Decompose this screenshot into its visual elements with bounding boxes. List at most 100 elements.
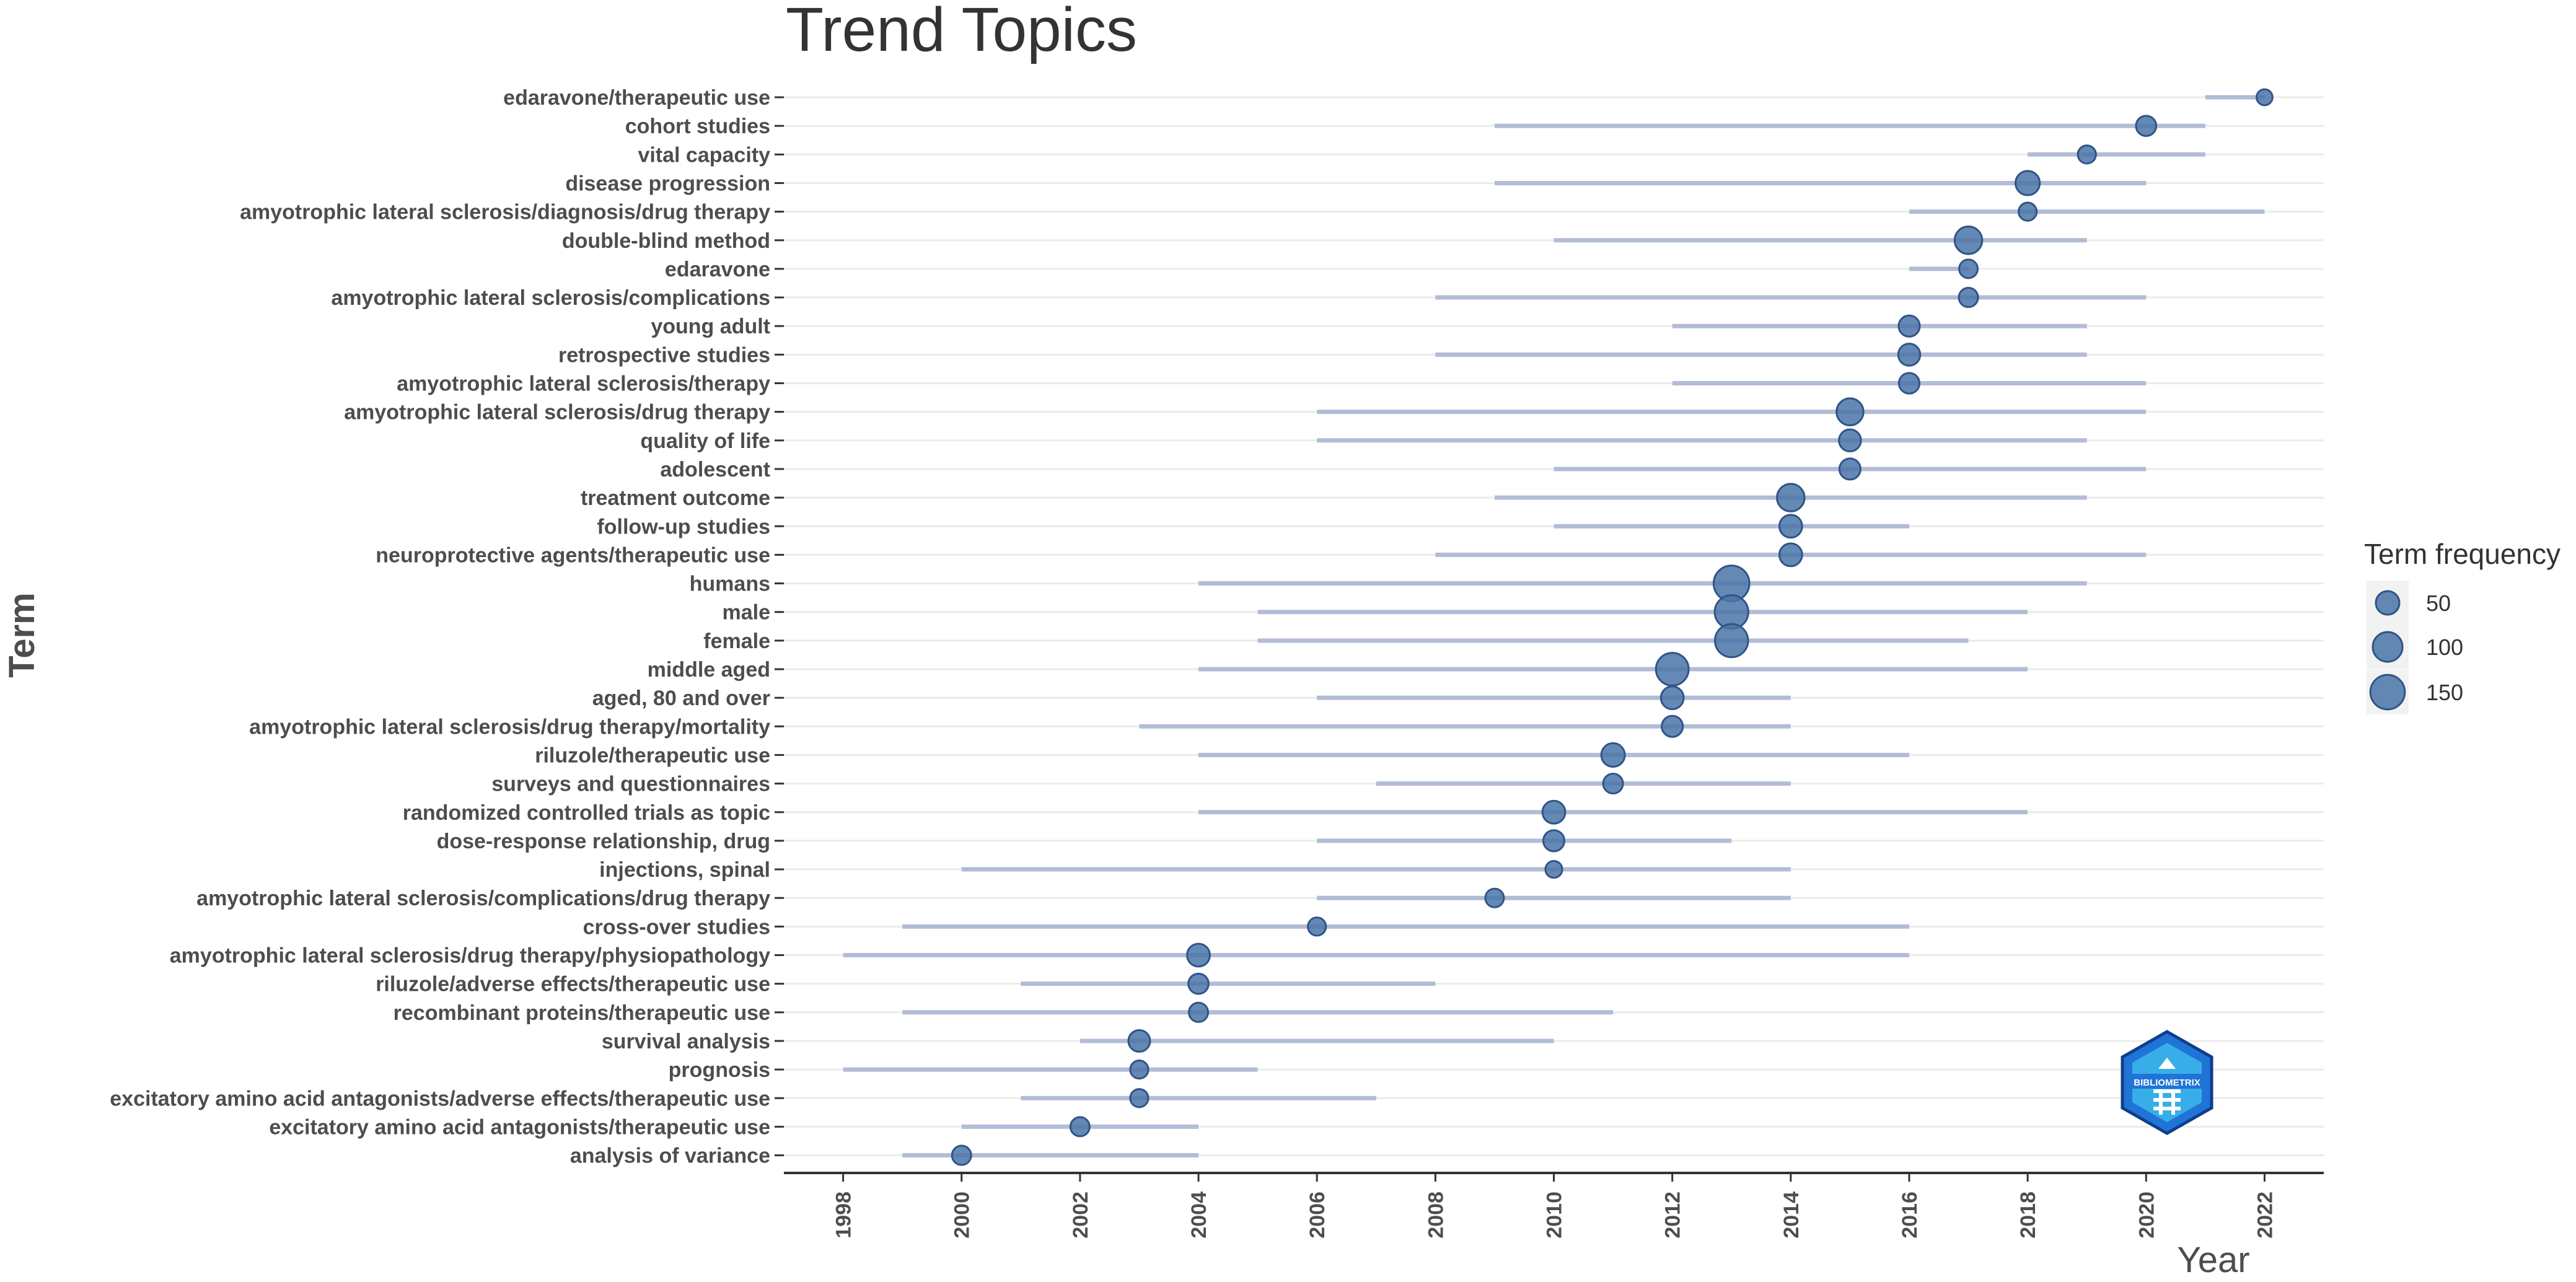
term-point bbox=[1897, 314, 1921, 338]
x-tick-label: 2018 bbox=[2016, 1192, 2040, 1239]
term-label: recombinant proteins/therapeutic use bbox=[393, 1001, 770, 1025]
legend-title: Term frequency bbox=[2364, 538, 2561, 570]
term-point bbox=[1307, 916, 1327, 937]
term-label: amyotrophic lateral sclerosis/diagnosis/… bbox=[240, 201, 770, 224]
legend-label: 50 bbox=[2426, 591, 2451, 616]
term-label: amyotrophic lateral sclerosis/drug thera… bbox=[344, 401, 770, 424]
term-point bbox=[2018, 201, 2038, 222]
term-point bbox=[1188, 1001, 1210, 1023]
term-label: adolescent bbox=[660, 458, 770, 481]
term-point bbox=[1835, 397, 1865, 426]
term-point bbox=[951, 1144, 972, 1166]
term-point bbox=[1544, 859, 1563, 879]
bibliometrix-logo-icon: BIBLIOMETRIX bbox=[2121, 1030, 2213, 1135]
x-tick-label: 2012 bbox=[1661, 1192, 1685, 1239]
term-point bbox=[1187, 972, 1210, 995]
term-label: amyotrophic lateral sclerosis/drug thera… bbox=[249, 715, 770, 739]
term-point bbox=[1602, 773, 1624, 795]
x-axis-title: Year bbox=[2177, 1240, 2249, 1280]
chart-title: Trend Topics bbox=[786, 0, 1137, 64]
term-label: randomized controlled trials as topic bbox=[403, 801, 770, 825]
legend-key-circle bbox=[2369, 674, 2406, 711]
term-point bbox=[1838, 457, 1862, 481]
term-point bbox=[1661, 714, 1684, 738]
term-point bbox=[1069, 1116, 1091, 1138]
term-point bbox=[1897, 343, 1922, 367]
x-tick-label: 2014 bbox=[1780, 1192, 1803, 1239]
legend-key-circle bbox=[2372, 631, 2404, 663]
x-tick-label: 1998 bbox=[832, 1192, 856, 1239]
term-label: excitatory amino acid antagonists/therap… bbox=[269, 1115, 770, 1139]
term-point bbox=[1897, 372, 1921, 395]
x-tick-label: 2010 bbox=[1543, 1192, 1567, 1239]
logo-text: BIBLIOMETRIX bbox=[2134, 1078, 2200, 1088]
term-label: prognosis bbox=[669, 1058, 770, 1082]
grid-lines bbox=[784, 96, 2324, 1157]
term-label: survival analysis bbox=[602, 1030, 770, 1053]
x-tick-label: 2006 bbox=[1306, 1192, 1329, 1239]
term-label: treatment outcome bbox=[581, 486, 770, 510]
legend-key-circle bbox=[2375, 590, 2401, 616]
term-label: amyotrophic lateral sclerosis/therapy bbox=[397, 372, 770, 396]
x-tick-label: 2020 bbox=[2135, 1192, 2158, 1239]
term-label: middle aged bbox=[648, 658, 770, 682]
term-point bbox=[2135, 115, 2158, 137]
term-label: amyotrophic lateral sclerosis/complicati… bbox=[196, 887, 770, 910]
x-axis: 1998 2000 2002 2004 2006 2008 2010 2012 2014 2016… bbox=[784, 1172, 2324, 1239]
term-point bbox=[1484, 887, 1505, 908]
term-point bbox=[2256, 88, 2274, 107]
term-point bbox=[1129, 1088, 1150, 1109]
term-label: injections, spinal bbox=[599, 858, 770, 882]
x-tick-label: 2000 bbox=[951, 1192, 974, 1239]
term-label: double-blind method bbox=[562, 229, 770, 253]
term-point bbox=[1838, 428, 1862, 453]
legend-label: 100 bbox=[2426, 634, 2463, 660]
term-point bbox=[1541, 799, 1567, 825]
term-label: surveys and questionnaires bbox=[491, 773, 770, 796]
term-label: edaravone/therapeutic use bbox=[503, 86, 770, 110]
term-point bbox=[2077, 144, 2097, 165]
term-label: aged, 80 and over bbox=[592, 687, 770, 710]
x-tick-label: 2022 bbox=[2253, 1192, 2277, 1239]
term-point bbox=[1600, 742, 1626, 768]
x-tick-label: 2004 bbox=[1187, 1192, 1211, 1239]
term-label: quality of life bbox=[640, 429, 770, 453]
x-tick-label: 2008 bbox=[1424, 1192, 1448, 1239]
term-label: retrospective studies bbox=[558, 343, 770, 367]
term-point bbox=[1958, 258, 1979, 279]
term-label: disease progression bbox=[565, 172, 770, 195]
term-label: amyotrophic lateral sclerosis/complicati… bbox=[331, 286, 770, 310]
term-labels: edaravone/therapeutic use cohort studies v… bbox=[110, 86, 784, 1168]
term-point bbox=[1655, 652, 1690, 687]
term-point bbox=[1778, 514, 1803, 539]
term-point bbox=[1127, 1029, 1151, 1053]
legend: Term frequency 50 100 150 bbox=[2364, 538, 2561, 714]
term-label: male bbox=[723, 601, 771, 625]
term-label: young adult bbox=[651, 315, 770, 338]
term-label: riluzole/adverse effects/therapeutic use bbox=[376, 973, 770, 996]
term-point bbox=[1776, 483, 1806, 512]
term-label: neuroprotective agents/therapeutic use bbox=[376, 543, 770, 567]
term-label: analysis of variance bbox=[570, 1144, 770, 1168]
x-tick-label: 2002 bbox=[1069, 1192, 1092, 1239]
legend-label: 150 bbox=[2426, 680, 2463, 705]
term-point bbox=[1186, 942, 1211, 968]
data-points bbox=[951, 88, 2274, 1166]
term-label: excitatory amino acid antagonists/advers… bbox=[110, 1087, 770, 1110]
term-point bbox=[1129, 1059, 1150, 1080]
term-point bbox=[1713, 623, 1749, 659]
term-point bbox=[2015, 170, 2041, 196]
x-tick-label: 2016 bbox=[1898, 1192, 1922, 1239]
term-point bbox=[1953, 226, 1984, 255]
term-point bbox=[1542, 829, 1566, 853]
term-label: female bbox=[703, 630, 770, 653]
term-label: vital capacity bbox=[638, 143, 770, 167]
term-point bbox=[1659, 685, 1685, 711]
term-point bbox=[1958, 287, 1979, 309]
term-label: amyotrophic lateral sclerosis/drug thera… bbox=[170, 944, 770, 968]
term-label: riluzole/therapeutic use bbox=[535, 744, 770, 767]
term-point bbox=[1778, 542, 1803, 568]
range-segments bbox=[843, 95, 2265, 1158]
y-axis-title: Term bbox=[2, 592, 42, 678]
